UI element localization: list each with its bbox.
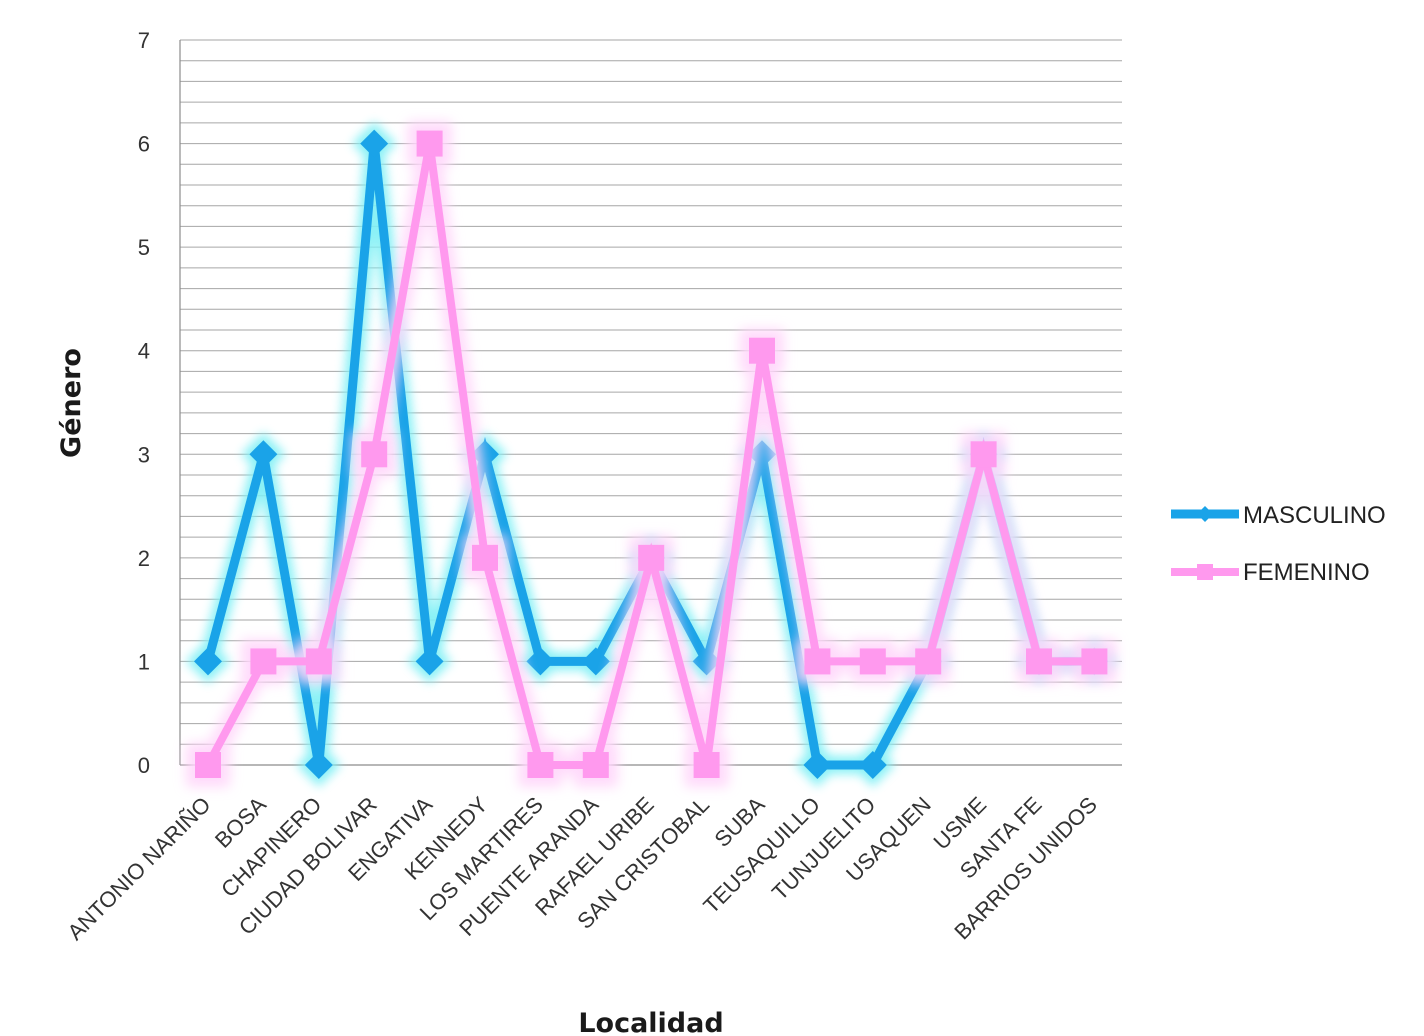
legend-label-masculino: MASCULINO <box>1243 502 1386 529</box>
data-point <box>582 752 609 778</box>
data-point <box>415 647 444 676</box>
data-point <box>1081 648 1108 675</box>
y-tick-label: 5 <box>138 235 150 260</box>
data-point <box>526 647 555 676</box>
data-point <box>416 130 443 157</box>
data-point <box>249 440 278 469</box>
x-axis-title: Localidad <box>578 1008 723 1036</box>
data-point <box>581 647 610 676</box>
data-point <box>970 441 997 468</box>
x-tick-label: ANTONIO NARIÑO <box>62 792 215 945</box>
data-point <box>638 544 665 571</box>
data-point <box>194 647 222 676</box>
legend-swatch-femenino <box>1171 564 1239 580</box>
data-point <box>527 752 554 778</box>
data-point <box>472 544 498 571</box>
series-femenino <box>186 121 1117 787</box>
data-point <box>803 751 832 779</box>
data-point <box>360 129 389 158</box>
legend-label-femenino: FEMENINO <box>1243 559 1370 586</box>
data-point <box>304 751 333 779</box>
data-point <box>1026 648 1052 675</box>
legend-item-femenino: FEMENINO <box>1171 559 1370 586</box>
data-point <box>859 648 886 675</box>
data-point <box>361 441 388 468</box>
y-tick-label: 3 <box>138 442 150 467</box>
y-tick-label: 1 <box>138 649 150 674</box>
legend-marker <box>1197 506 1213 522</box>
legend-item-masculino: MASCULINO <box>1171 502 1386 529</box>
data-point <box>305 648 332 675</box>
y-tick-label: 2 <box>138 546 150 571</box>
data-point <box>250 648 277 675</box>
data-point <box>858 751 887 779</box>
data-point <box>693 752 720 778</box>
data-point <box>804 648 831 675</box>
y-tick-label: 7 <box>138 28 150 53</box>
data-point <box>749 337 775 364</box>
data-point <box>195 752 221 778</box>
legend-marker <box>1197 564 1213 580</box>
y-tick-label: 4 <box>138 339 150 364</box>
y-axis-title: Género <box>56 348 87 458</box>
y-tick-label: 6 <box>138 132 150 157</box>
y-tick-label: 0 <box>138 753 150 778</box>
series-layer <box>186 121 1117 787</box>
legend: MASCULINO FEMENINO <box>1171 502 1386 586</box>
data-point <box>915 648 942 675</box>
legend-swatch-masculino <box>1171 506 1239 522</box>
